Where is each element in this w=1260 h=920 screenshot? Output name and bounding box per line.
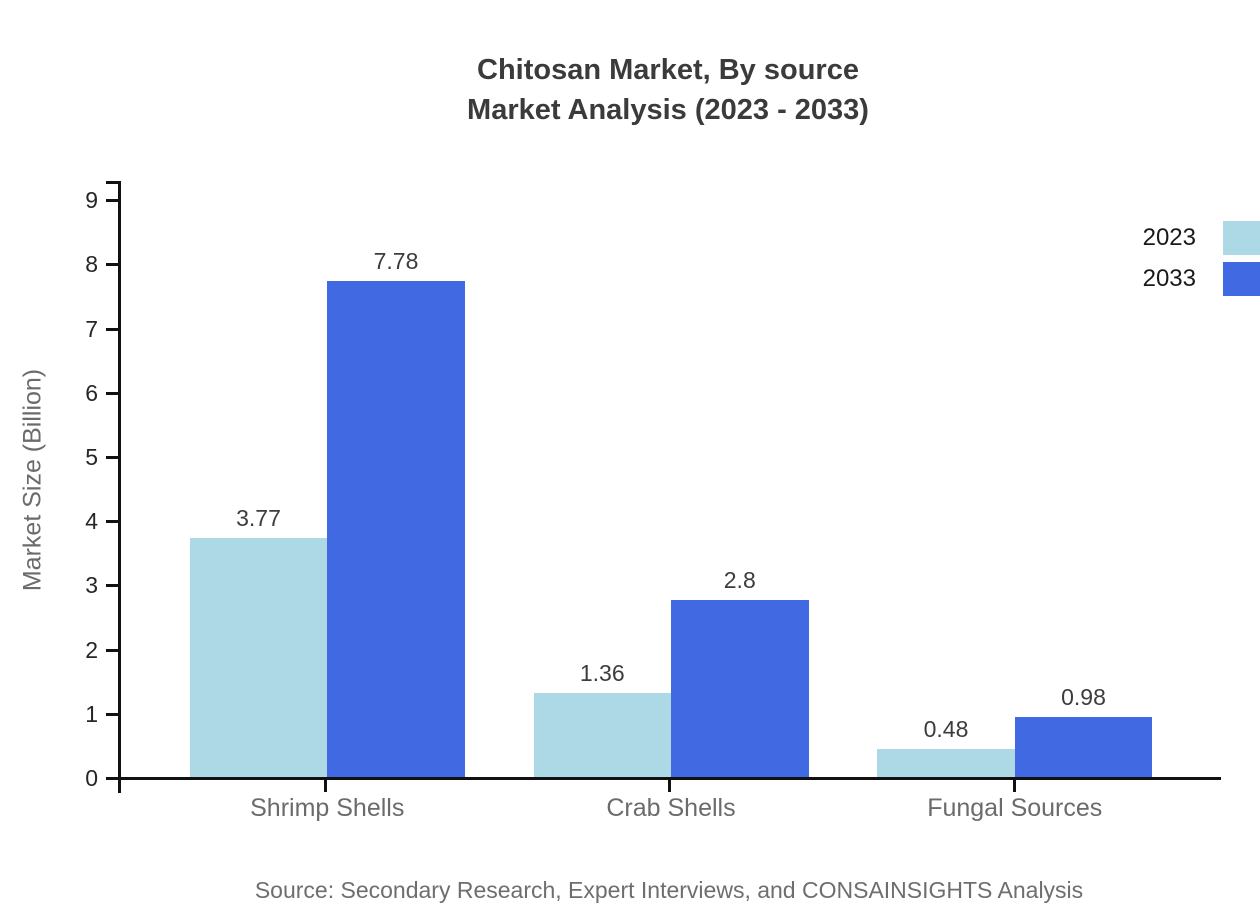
bar-2033-shrimp-shells: 7.78	[327, 248, 465, 777]
y-tick-label: 0	[85, 765, 98, 791]
y-tick-label: 5	[85, 444, 98, 470]
y-tick-mark	[106, 327, 118, 331]
category-label: Crab Shells	[606, 794, 736, 822]
bar-group: 3.77 7.78	[189, 248, 465, 777]
y-tick-mark	[106, 263, 118, 267]
source-note: Source: Secondary Research, Expert Inter…	[254, 877, 1084, 903]
y-axis-topcap	[106, 181, 121, 184]
bar-value-label: 1.36	[579, 659, 625, 686]
y-tick-mark	[106, 712, 118, 716]
y-tick-mark	[106, 199, 118, 203]
bar-value-label: 0.48	[923, 716, 969, 743]
y-tick-label: 9	[85, 187, 98, 214]
x-tick-mark	[668, 780, 671, 792]
y-tick-mark	[106, 391, 118, 395]
legend-item-2023: 2023	[1138, 219, 1260, 257]
y-tick-mark	[106, 584, 118, 588]
x-axis-line	[118, 777, 1221, 780]
category-label: Shrimp Shells	[250, 794, 405, 822]
bar-group: 0.48 0.98	[877, 684, 1153, 777]
bar-group: 1.36 2.8	[533, 567, 809, 777]
bar-2023-shrimp-shells: 3.77	[189, 505, 328, 777]
bars-layer: 3.77 7.78 1.36 2.8 0.48 0.98	[121, 181, 1221, 777]
y-tick-mark	[106, 520, 118, 524]
x-tick-mark	[323, 780, 327, 792]
y-tick-mark	[106, 648, 118, 652]
legend: 2023 2033	[1138, 219, 1260, 301]
x-tick-mark	[1012, 780, 1016, 792]
legend-label: 2033	[1142, 265, 1196, 292]
y-tick-label: 7	[85, 315, 98, 342]
bar-value-label: 3.77	[236, 504, 281, 531]
y-tick-label: 8	[85, 251, 98, 278]
bar-2033-crab-shells: 2.8	[671, 567, 809, 777]
y-tick-mark	[106, 777, 118, 780]
legend-swatch	[1223, 221, 1260, 255]
bar-2033-fungal-sources: 0.98	[1014, 684, 1153, 777]
y-tick-label: 4	[85, 508, 98, 535]
bar-2023-crab-shells: 1.36	[533, 660, 671, 777]
chart-title: Chitosan Market, By source Market Analys…	[76, 50, 1260, 130]
y-tick-label: 6	[85, 379, 98, 406]
chart-title-line2: Market Analysis (2023 - 2033)	[467, 94, 869, 126]
y-tick-mark	[106, 456, 118, 459]
y-tick-label: 3	[85, 572, 98, 599]
bar-value-label: 2.8	[723, 567, 756, 594]
category-label: Fungal Sources	[927, 794, 1103, 822]
legend-label: 2023	[1142, 224, 1196, 251]
chart-title-line1: Chitosan Market, By source	[477, 54, 859, 86]
legend-swatch	[1223, 262, 1260, 296]
bar-2023-fungal-sources: 0.48	[877, 716, 1015, 777]
y-tick-label: 2	[85, 636, 98, 663]
bar-value-label: 7.78	[373, 247, 419, 274]
plot-area: 3.77 7.78 1.36 2.8 0.48 0.98 0 1 2 3 4 5 6 7 8 9 Shrim…	[85, 181, 1221, 822]
y-tick-label: 1	[85, 700, 98, 727]
legend-item-2033: 2033	[1138, 260, 1260, 298]
category-labels: Shrimp Shells Crab Shells Fungal Sources	[121, 793, 1221, 823]
y-axis-line	[118, 181, 121, 793]
bar-value-label: 0.98	[1061, 684, 1106, 711]
